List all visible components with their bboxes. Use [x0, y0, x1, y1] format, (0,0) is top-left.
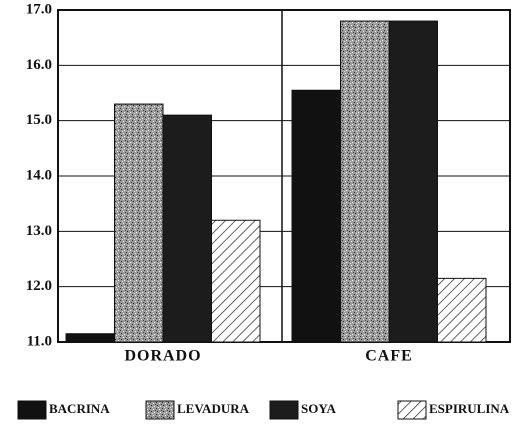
- plot-frame: [57, 9, 511, 343]
- bar: [114, 103, 164, 343]
- legend-label: BACRINA: [49, 401, 110, 416]
- legend-label: SOYA: [301, 401, 337, 416]
- legend-label: LEVADURA: [177, 401, 250, 416]
- x-tick-label: DORADO: [124, 348, 201, 365]
- bar: [65, 333, 115, 343]
- bar: [162, 114, 212, 343]
- legend-swatch: [269, 400, 299, 420]
- bar: [340, 20, 390, 343]
- bar: [437, 277, 487, 343]
- legend-swatch: [397, 400, 427, 420]
- y-tick-label: 11.0: [27, 333, 52, 349]
- y-tick-label: 12.0: [26, 278, 52, 294]
- y-tick-label: 17.0: [26, 1, 52, 17]
- x-tick-label: CAFE: [365, 348, 413, 365]
- bar: [211, 219, 261, 343]
- y-tick-label: 15.0: [26, 112, 52, 128]
- y-tick-label: 13.0: [26, 223, 52, 239]
- y-tick-label: 16.0: [26, 57, 52, 73]
- legend-label: ESPIRULINA: [429, 401, 510, 416]
- legend-swatch: [145, 400, 175, 420]
- y-tick-label: 14.0: [26, 167, 52, 183]
- bar: [291, 89, 341, 343]
- legend-swatch: [17, 400, 47, 420]
- bar: [388, 20, 438, 343]
